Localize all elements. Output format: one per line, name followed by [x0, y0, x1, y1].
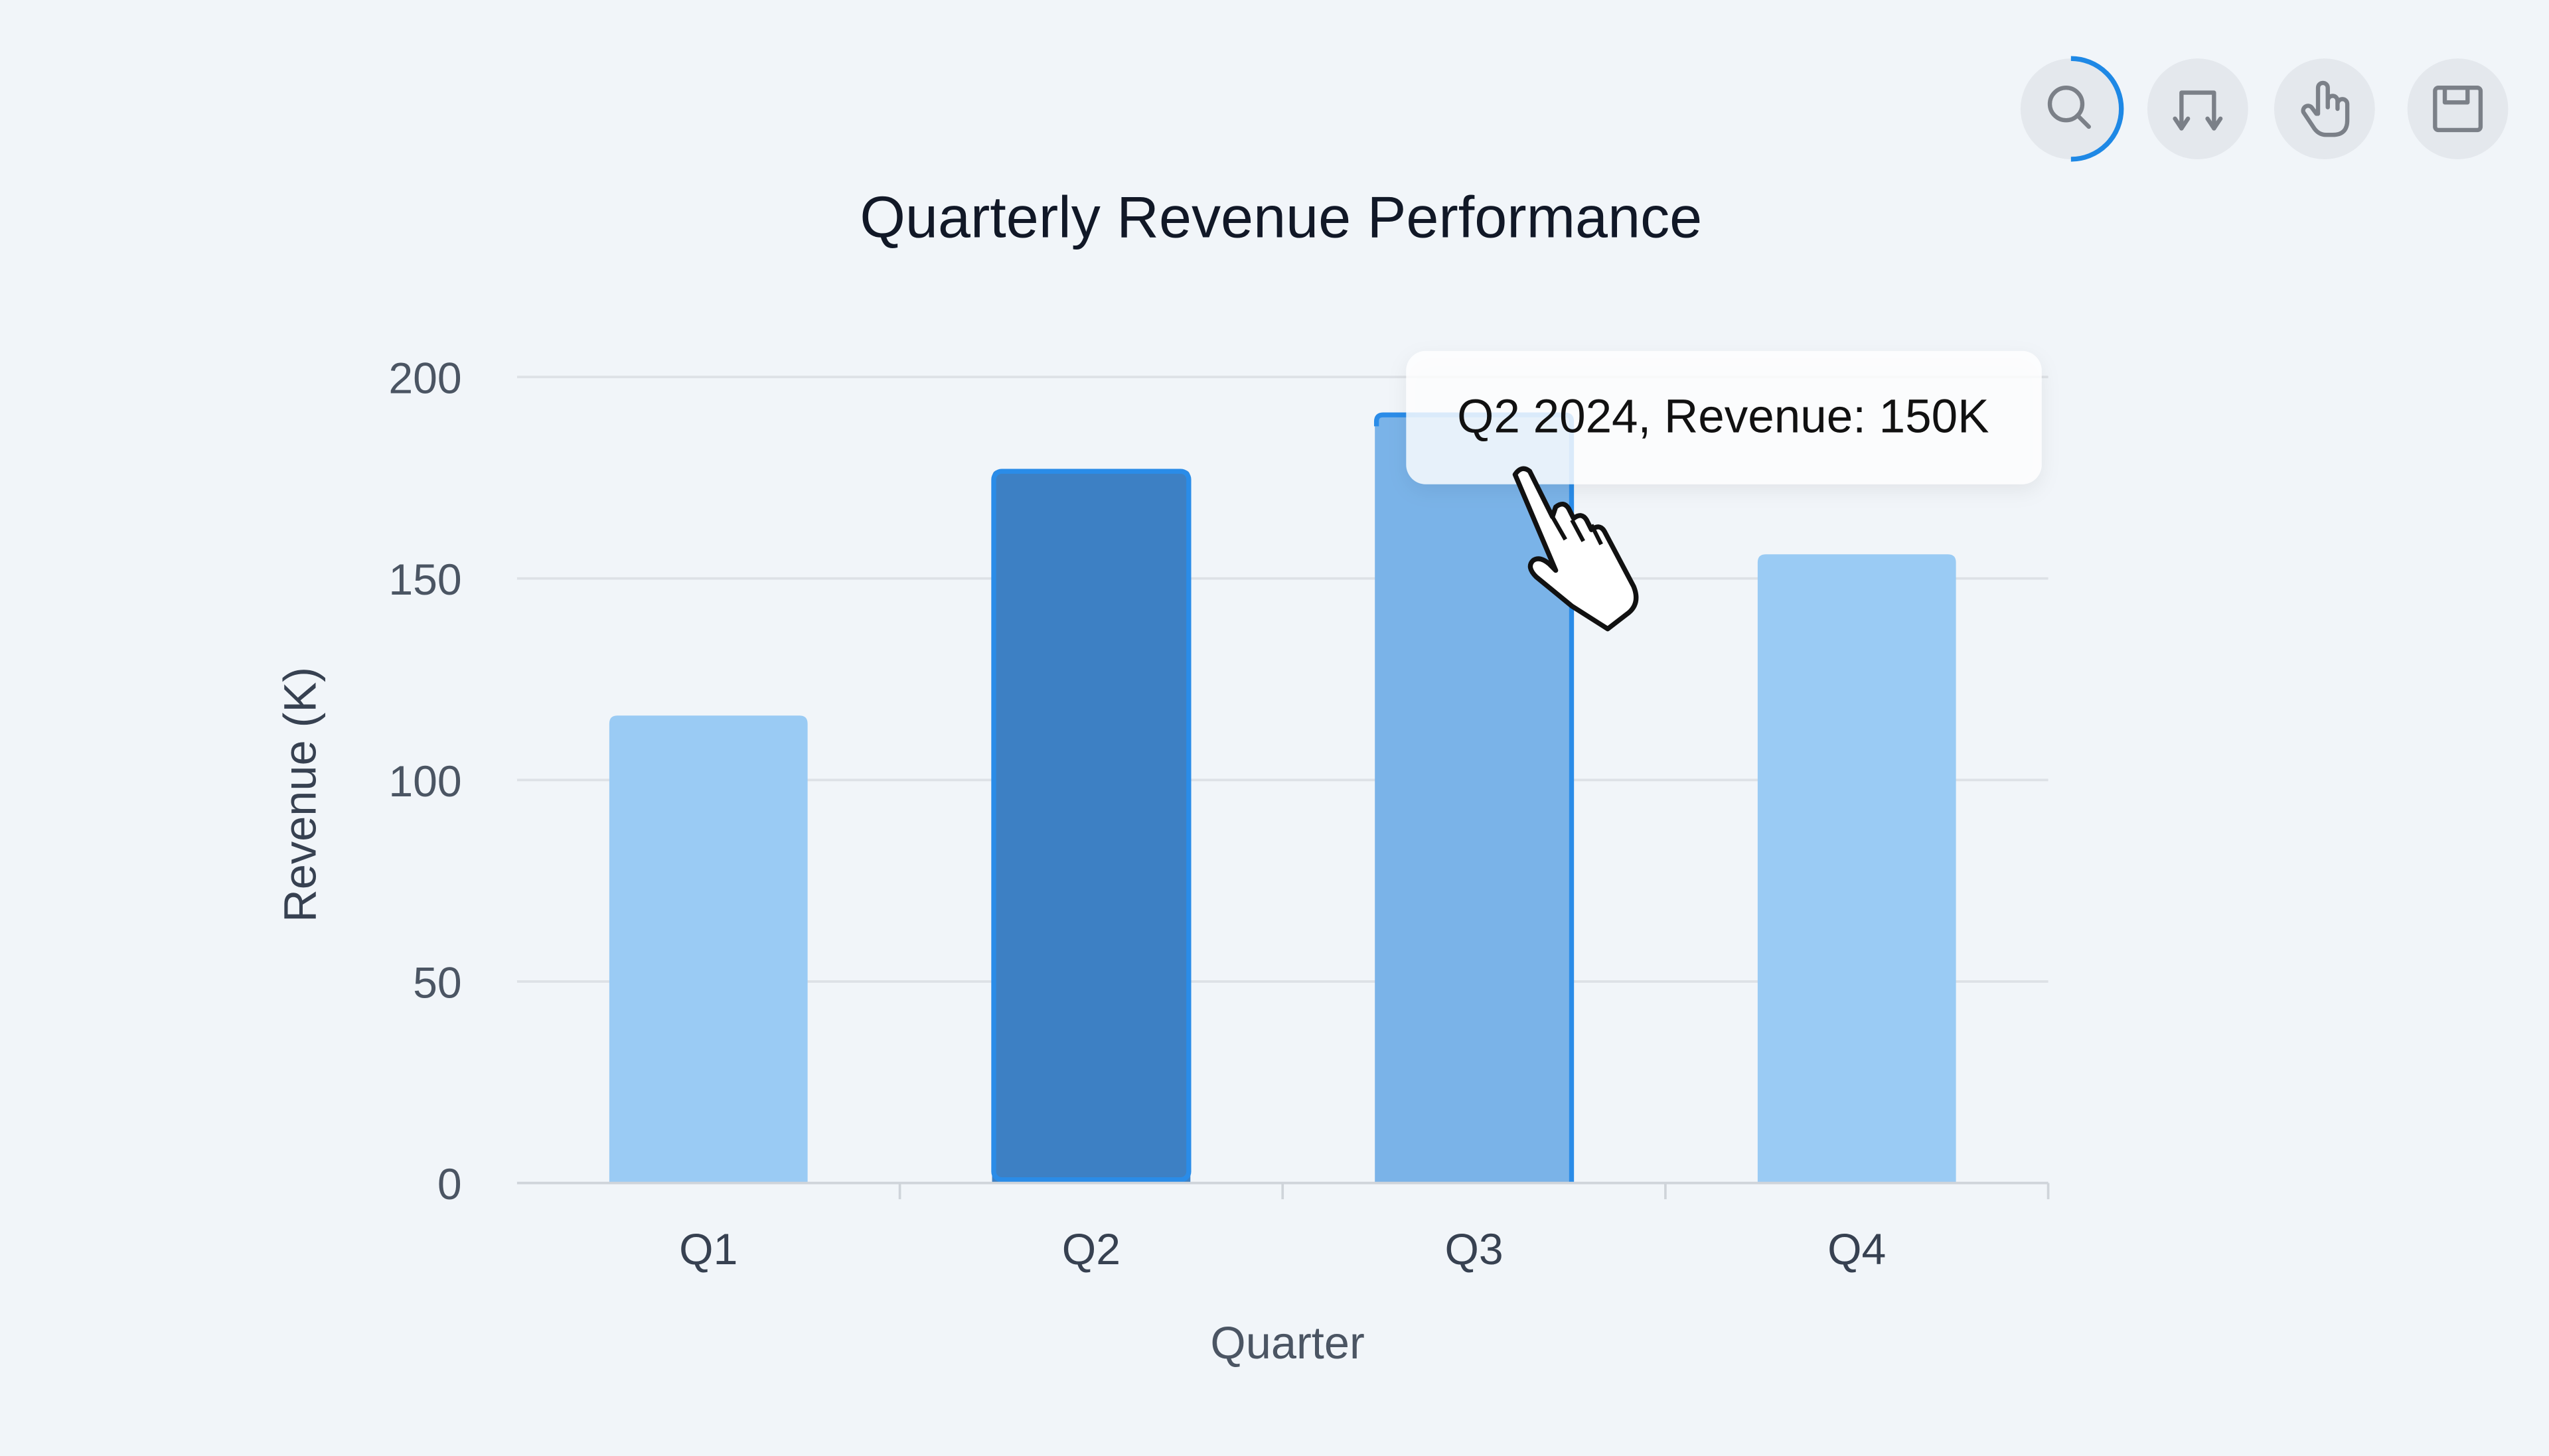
bar[interactable] [1375, 413, 1573, 1183]
pan-arrows-icon [2173, 90, 2223, 131]
tooltip-text: Q2 2024, Revenue: 150K [1457, 390, 1989, 443]
y-axis-ticks: 0 50 100 150 200 [388, 354, 461, 1210]
hand-cursor-icon [1512, 466, 1639, 632]
y-axis-label: Revenue (K) [274, 667, 325, 922]
y-tick-label: 200 [388, 354, 461, 403]
y-tick-label: 150 [388, 555, 461, 605]
bar-highlight [991, 469, 1192, 1183]
x-tick-label: Q2 [1062, 1225, 1120, 1274]
save-icon [2433, 86, 2483, 133]
y-tick-label: 100 [388, 757, 461, 806]
toolbar [2020, 56, 2509, 162]
bar-q2[interactable] [991, 469, 1192, 1183]
bar[interactable] [1757, 554, 1956, 1183]
x-axis-ticks: Q1 Q2 Q3 Q4 [679, 1183, 2050, 1274]
chart-title: Quarterly Revenue Performance [860, 184, 1702, 250]
select-button[interactable] [2274, 58, 2375, 159]
save-button[interactable] [2407, 58, 2509, 159]
y-tick-label: 0 [437, 1160, 462, 1209]
bar-q1[interactable] [609, 715, 808, 1183]
tooltip: Q2 2024, Revenue: 150K [1406, 350, 2042, 484]
x-tick-label: Q4 [1827, 1225, 1886, 1274]
zoom-button[interactable] [2020, 56, 2124, 162]
bar-q4[interactable] [1757, 554, 1956, 1183]
hand-pointer-icon [2301, 80, 2350, 137]
x-axis-label: Quarter [1210, 1317, 1364, 1368]
y-tick-label: 50 [413, 958, 462, 1007]
bar[interactable] [609, 715, 808, 1183]
search-icon [2047, 86, 2091, 129]
bars [609, 412, 1956, 1183]
bar[interactable] [992, 469, 1191, 1183]
x-tick-label: Q3 [1444, 1225, 1503, 1274]
pan-button[interactable] [2147, 58, 2248, 159]
x-tick-label: Q1 [679, 1225, 737, 1274]
